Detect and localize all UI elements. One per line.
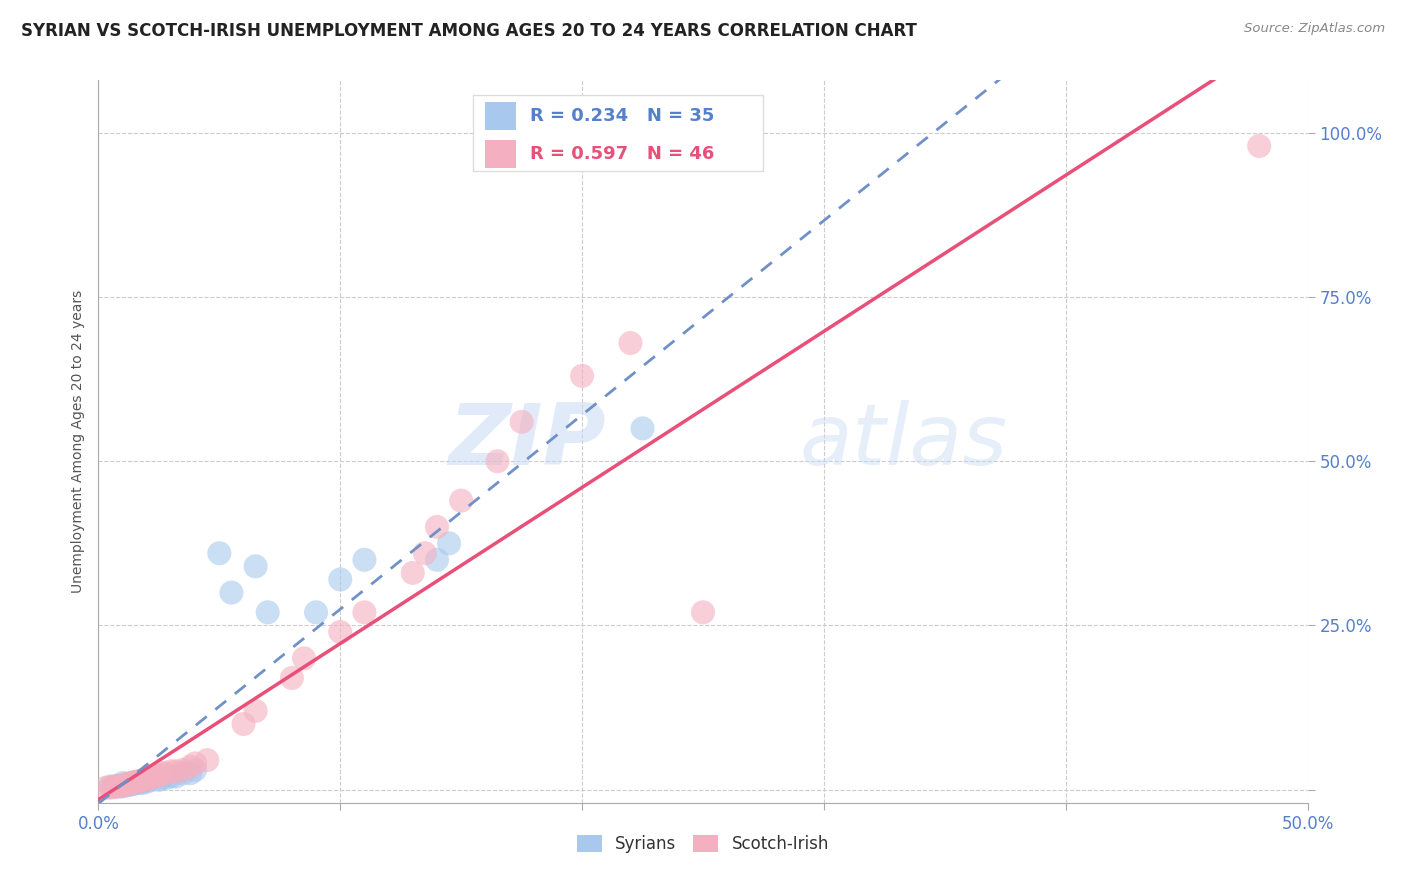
Point (148, 768, 170, 782)
Point (184, 756, 207, 771)
Point (127, 774, 149, 789)
Point (131, 776, 153, 790)
Point (510, 415, 533, 429)
Point (450, 493, 472, 508)
Point (437, 536, 460, 550)
Point (155, 771, 177, 785)
Legend: Syrians, Scotch-Irish: Syrians, Scotch-Irish (571, 828, 835, 860)
Point (150, 766, 173, 780)
Point (172, 763, 194, 777)
Point (100, 780, 122, 795)
Point (124, 774, 146, 789)
Point (117, 777, 139, 791)
Point (184, 763, 207, 777)
Point (692, 605, 714, 619)
FancyBboxPatch shape (485, 103, 516, 129)
Point (118, 776, 141, 790)
Point (135, 772, 157, 787)
Point (256, 605, 278, 619)
Point (121, 776, 143, 790)
Point (104, 780, 127, 794)
Point (135, 774, 157, 789)
Point (179, 760, 201, 774)
Point (124, 776, 146, 790)
Point (232, 717, 254, 731)
Point (128, 774, 150, 789)
Point (141, 772, 163, 787)
Point (150, 771, 173, 785)
Text: atlas: atlas (800, 400, 1008, 483)
Point (94, 780, 117, 795)
Point (160, 770, 183, 784)
Point (208, 546, 231, 560)
Point (413, 546, 436, 560)
Point (353, 605, 375, 619)
Point (305, 605, 328, 619)
Point (148, 772, 170, 787)
Point (329, 625, 352, 640)
Point (111, 780, 134, 794)
Point (329, 573, 352, 587)
Point (111, 776, 134, 790)
Point (245, 704, 267, 718)
Point (100, 780, 122, 794)
Point (131, 774, 153, 789)
Point (108, 779, 131, 793)
FancyBboxPatch shape (474, 95, 763, 170)
Point (165, 764, 187, 779)
Text: Source: ZipAtlas.com: Source: ZipAtlas.com (1244, 22, 1385, 36)
Point (631, 421, 654, 435)
Point (160, 764, 183, 779)
Text: ZIP: ZIP (449, 400, 606, 483)
Point (117, 778, 139, 792)
Text: SYRIAN VS SCOTCH-IRISH UNEMPLOYMENT AMONG AGES 20 TO 24 YEARS CORRELATION CHART: SYRIAN VS SCOTCH-IRISH UNEMPLOYMENT AMON… (21, 22, 917, 40)
Point (111, 779, 134, 793)
Point (179, 766, 201, 780)
Point (107, 780, 129, 794)
Text: R = 0.597   N = 46: R = 0.597 N = 46 (530, 145, 714, 163)
Point (619, 336, 641, 351)
Point (107, 780, 129, 794)
FancyBboxPatch shape (485, 140, 516, 168)
Point (121, 777, 143, 791)
Text: R = 0.234   N = 35: R = 0.234 N = 35 (530, 107, 714, 125)
Point (127, 776, 149, 790)
Point (143, 770, 166, 784)
Point (426, 553, 449, 567)
Point (195, 753, 218, 767)
Y-axis label: Unemployment Among Ages 20 to 24 years: Unemployment Among Ages 20 to 24 years (70, 290, 84, 593)
Point (1249, 139, 1271, 153)
Point (135, 772, 157, 786)
Point (101, 780, 124, 794)
Point (426, 520, 449, 534)
Point (104, 780, 127, 794)
Point (571, 368, 593, 383)
Point (108, 780, 131, 794)
Point (221, 585, 243, 599)
Point (281, 671, 304, 685)
Point (127, 774, 149, 789)
Point (134, 772, 156, 787)
Point (165, 770, 187, 784)
Point (141, 770, 163, 784)
Point (172, 766, 194, 780)
Point (353, 553, 375, 567)
Point (138, 771, 160, 785)
Point (114, 777, 136, 791)
Point (402, 566, 425, 580)
Point (486, 454, 509, 468)
Point (145, 768, 167, 782)
Point (292, 651, 315, 665)
Point (118, 777, 141, 791)
Point (155, 766, 177, 780)
Point (245, 559, 267, 574)
Point (131, 773, 153, 788)
